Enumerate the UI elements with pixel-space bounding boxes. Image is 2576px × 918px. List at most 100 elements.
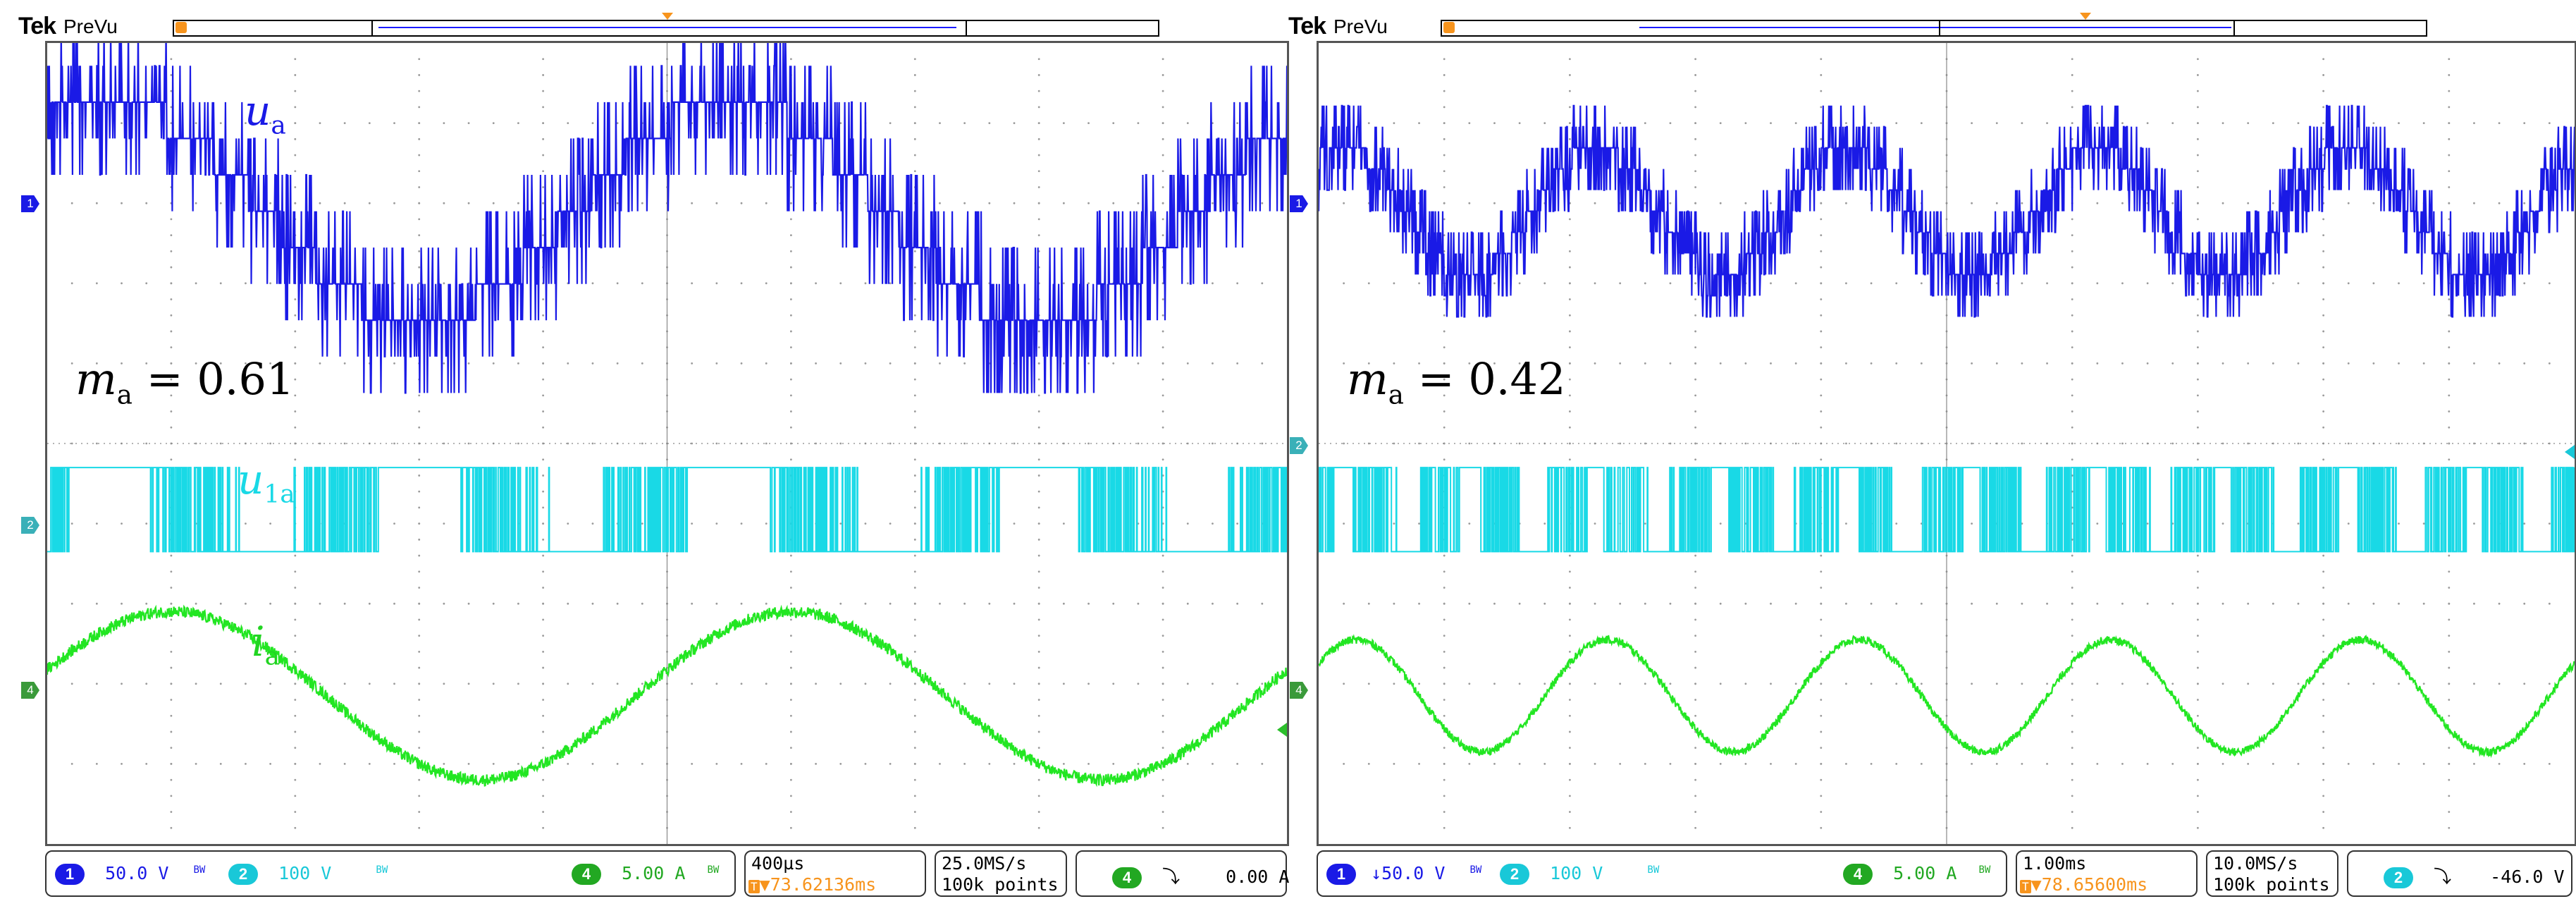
- grid-dot: [790, 458, 792, 461]
- grid-dot: [2071, 763, 2073, 765]
- grid-dot: [1161, 458, 1164, 461]
- grid-dot: [2473, 522, 2475, 525]
- ch4-setting[interactable]: 4 5.00 A BW: [572, 863, 719, 885]
- grid-dot: [616, 122, 619, 124]
- grid-dot: [1186, 763, 1189, 765]
- grid-dot: [1161, 618, 1164, 621]
- trigger-level-icon[interactable]: [1277, 723, 1287, 737]
- grid-dot: [443, 282, 445, 285]
- grid-dot: [1719, 442, 1722, 445]
- grid-dot: [913, 730, 916, 733]
- ch4-ground-marker[interactable]: 4: [21, 682, 39, 699]
- ch4-ground-marker[interactable]: 4: [1290, 682, 1308, 699]
- grid-dot: [2096, 362, 2099, 365]
- vertical-settings-box[interactable]: 1 50.0 V BW 2 100 V BW 4 5.00 A BW: [45, 850, 736, 897]
- grid-dot: [1820, 730, 1823, 733]
- grid-dot: [740, 763, 743, 765]
- trigger-box[interactable]: 4 ⤵ 0.00 A: [1076, 850, 1289, 897]
- grid-dot: [2197, 587, 2199, 589]
- grid-dot: [368, 683, 371, 685]
- vertical-settings-box[interactable]: 1 ↓50.0 V BW 2 100 V BW 4 5.00 A BW: [1317, 850, 2007, 897]
- waveform-display[interactable]: ma = 0.42: [1317, 41, 2576, 846]
- grid-dot: [1694, 410, 1696, 412]
- trigger-level-icon[interactable]: [2565, 445, 2575, 459]
- grid-dot: [1820, 314, 1823, 317]
- grid-dot: [418, 122, 421, 124]
- grid-dot: [1212, 282, 1214, 285]
- grid-dot: [790, 795, 792, 797]
- grid-dot: [1112, 683, 1115, 685]
- grid-dot: [368, 763, 371, 765]
- grid-dot: [1062, 683, 1065, 685]
- acquisition-box[interactable]: 25.0MS/s 100k points: [935, 850, 1067, 897]
- waveform-display[interactable]: ua ma = 0.61 u1a ia: [45, 41, 1289, 846]
- grid-dot: [2096, 602, 2099, 605]
- grid-dot: [1087, 282, 1090, 285]
- record-view-line: [1639, 27, 2231, 28]
- grid-dot: [1569, 410, 1571, 412]
- grid-dot: [2197, 795, 2199, 797]
- record-view-bar[interactable]: [173, 13, 1159, 37]
- ch4-setting[interactable]: 4 5.00 A BW: [1843, 863, 1990, 885]
- grid-dot: [517, 602, 519, 605]
- grid-dot: [418, 730, 421, 733]
- grid-dot: [2523, 202, 2526, 204]
- grid-dot: [2146, 122, 2149, 124]
- grid-dot: [1569, 106, 1571, 109]
- grid-dot: [1161, 602, 1164, 605]
- ch1-setting[interactable]: 1 50.0 V BW: [55, 863, 205, 885]
- grid-dot: [2297, 282, 2300, 285]
- grid-dot: [2473, 442, 2475, 445]
- grid-dot: [542, 475, 544, 477]
- grid-dot: [913, 154, 916, 157]
- grid-dot: [616, 282, 619, 285]
- grid-dot: [1694, 570, 1696, 573]
- grid-dot: [1261, 362, 1264, 365]
- ch1-ground-marker[interactable]: 1: [21, 195, 39, 212]
- grid-dot: [790, 266, 792, 269]
- grid-dot: [2197, 763, 2199, 765]
- grid-dot: [294, 314, 297, 317]
- record-view-bar[interactable]: [1441, 13, 2427, 37]
- grid-dot: [1594, 683, 1596, 685]
- trigger-box[interactable]: 2 ⤵ -46.0 V: [2347, 850, 2572, 897]
- grid-dot: [2448, 394, 2451, 397]
- grid-dot: [2322, 730, 2324, 733]
- grid-dot: [1569, 218, 1571, 221]
- grid-dot: [170, 362, 173, 365]
- grid-dot: [1820, 298, 1823, 300]
- grid-dot: [591, 602, 594, 605]
- acquisition-box[interactable]: 10.0MS/s 100k points: [2206, 850, 2338, 897]
- record-view-window[interactable]: [371, 20, 967, 37]
- grid-dot: [418, 442, 421, 445]
- grid-dot: [1694, 587, 1696, 589]
- ch1-setting[interactable]: 1 ↓50.0 V BW: [1326, 863, 1481, 885]
- record-view-window[interactable]: [1939, 20, 2235, 37]
- grid-dot: [1393, 442, 1395, 445]
- grid-dot: [1037, 490, 1040, 493]
- ch2-ground-marker[interactable]: 2: [1290, 437, 1308, 454]
- grid-dot: [1062, 362, 1065, 365]
- grid-dot: [1694, 74, 1696, 76]
- timebase-box[interactable]: 400µs T ▼73.62136ms: [744, 850, 926, 897]
- grid-dot: [1443, 587, 1446, 589]
- grid-dot: [145, 602, 148, 605]
- ch2-setting[interactable]: 2 100 V BW: [228, 863, 388, 885]
- grid-dot: [1694, 635, 1696, 637]
- grid-dot: [1518, 122, 1521, 124]
- grid-dot: [542, 426, 544, 429]
- ch1-ground-marker[interactable]: 1: [1290, 195, 1308, 212]
- grid-dot: [2221, 202, 2224, 204]
- grid-dot: [1569, 330, 1571, 333]
- ch2-ground-marker[interactable]: 2: [21, 517, 39, 534]
- grid-dot: [418, 170, 421, 173]
- grid-dot: [1619, 683, 1622, 685]
- timebase-box[interactable]: 1.00ms T ▼78.65600ms: [2016, 850, 2198, 897]
- grid-dot: [1137, 362, 1140, 365]
- grid-dot: [2322, 234, 2324, 237]
- ch2-setting[interactable]: 2 100 V BW: [1500, 863, 1659, 885]
- waveform-plot: [47, 43, 1287, 844]
- waveform-plot: [1319, 43, 2575, 844]
- grid-dot: [1569, 362, 1571, 365]
- grid-dot: [443, 602, 445, 605]
